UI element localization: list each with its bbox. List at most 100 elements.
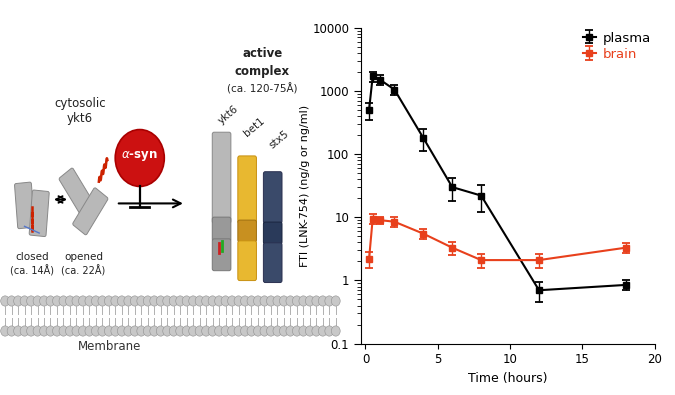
Circle shape [279, 296, 288, 306]
Circle shape [150, 296, 159, 306]
FancyBboxPatch shape [59, 168, 95, 215]
Circle shape [182, 326, 191, 336]
Circle shape [33, 296, 42, 306]
Circle shape [227, 326, 236, 336]
Circle shape [273, 326, 282, 336]
Circle shape [46, 296, 55, 306]
Y-axis label: FTI (LNK-754) (ng/g or ng/ml): FTI (LNK-754) (ng/g or ng/ml) [300, 105, 310, 267]
Circle shape [286, 326, 295, 336]
Text: bet1: bet1 [242, 115, 267, 138]
Circle shape [85, 326, 94, 336]
Circle shape [240, 326, 250, 336]
Circle shape [208, 296, 217, 306]
Circle shape [143, 296, 152, 306]
FancyBboxPatch shape [212, 239, 231, 271]
Circle shape [124, 326, 133, 336]
Circle shape [91, 296, 101, 306]
Text: $\alpha$-syn: $\alpha$-syn [122, 149, 158, 163]
Circle shape [20, 326, 29, 336]
FancyBboxPatch shape [29, 190, 49, 237]
Circle shape [14, 326, 22, 336]
Circle shape [260, 326, 269, 336]
Circle shape [157, 296, 165, 306]
FancyBboxPatch shape [238, 241, 256, 280]
Circle shape [72, 296, 81, 306]
Legend: plasma, brain: plasma, brain [583, 32, 651, 61]
Text: Membrane: Membrane [78, 340, 141, 353]
Circle shape [78, 296, 87, 306]
Circle shape [215, 296, 223, 306]
Circle shape [59, 296, 68, 306]
Circle shape [105, 296, 113, 306]
Circle shape [124, 296, 133, 306]
Circle shape [208, 326, 217, 336]
Circle shape [72, 326, 81, 336]
Circle shape [40, 296, 49, 306]
Circle shape [254, 326, 263, 336]
Circle shape [143, 326, 152, 336]
Circle shape [221, 296, 230, 306]
Circle shape [247, 326, 256, 336]
Circle shape [292, 296, 301, 306]
Circle shape [319, 296, 327, 306]
Circle shape [78, 326, 87, 336]
Circle shape [202, 296, 211, 306]
Circle shape [195, 296, 204, 306]
Circle shape [137, 326, 146, 336]
Circle shape [157, 326, 165, 336]
Circle shape [331, 326, 340, 336]
FancyBboxPatch shape [263, 172, 282, 223]
Circle shape [305, 296, 315, 306]
Circle shape [26, 296, 36, 306]
Circle shape [163, 296, 171, 306]
Circle shape [176, 296, 184, 306]
Text: (ca. 120-75Å): (ca. 120-75Å) [227, 83, 298, 95]
FancyBboxPatch shape [212, 132, 231, 223]
Text: closed: closed [15, 252, 49, 262]
Circle shape [215, 326, 223, 336]
Circle shape [7, 326, 16, 336]
Circle shape [227, 296, 236, 306]
Circle shape [85, 296, 94, 306]
Circle shape [1, 296, 9, 306]
Circle shape [7, 296, 16, 306]
Circle shape [1, 326, 9, 336]
Circle shape [189, 296, 198, 306]
Circle shape [169, 326, 178, 336]
Circle shape [267, 326, 275, 336]
Circle shape [150, 326, 159, 336]
Circle shape [130, 326, 139, 336]
Circle shape [234, 296, 243, 306]
Circle shape [130, 296, 139, 306]
Circle shape [14, 296, 22, 306]
Text: cytosolic: cytosolic [54, 97, 106, 110]
Circle shape [91, 326, 101, 336]
Circle shape [325, 296, 333, 306]
Circle shape [65, 296, 74, 306]
Circle shape [46, 326, 55, 336]
Circle shape [299, 326, 308, 336]
FancyBboxPatch shape [238, 220, 256, 242]
FancyBboxPatch shape [263, 222, 282, 244]
Circle shape [105, 326, 113, 336]
Circle shape [163, 326, 171, 336]
Circle shape [319, 326, 327, 336]
Circle shape [292, 326, 301, 336]
Circle shape [240, 296, 250, 306]
Text: active: active [242, 47, 283, 60]
Circle shape [111, 296, 119, 306]
FancyBboxPatch shape [73, 188, 108, 235]
Circle shape [117, 296, 126, 306]
Circle shape [26, 326, 36, 336]
Circle shape [221, 326, 230, 336]
Circle shape [189, 326, 198, 336]
Circle shape [299, 296, 308, 306]
Circle shape [273, 296, 282, 306]
Circle shape [111, 326, 119, 336]
FancyBboxPatch shape [15, 182, 34, 229]
Circle shape [98, 296, 107, 306]
Circle shape [137, 296, 146, 306]
FancyBboxPatch shape [212, 217, 231, 241]
Circle shape [286, 296, 295, 306]
Circle shape [65, 326, 74, 336]
